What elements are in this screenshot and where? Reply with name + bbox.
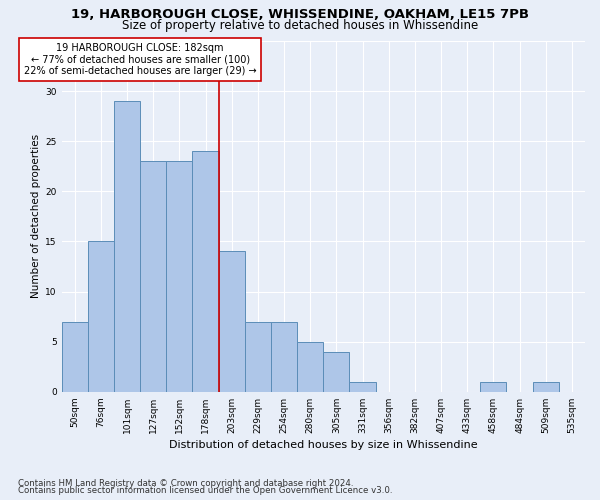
Text: Size of property relative to detached houses in Whissendine: Size of property relative to detached ho… (122, 19, 478, 32)
Bar (481, 382, 506, 392)
Bar (114, 101, 140, 392)
Bar (349, 382, 376, 392)
Bar (245, 322, 271, 392)
Text: 19 HARBOROUGH CLOSE: 182sqm
← 77% of detached houses are smaller (100)
22% of se: 19 HARBOROUGH CLOSE: 182sqm ← 77% of det… (24, 43, 256, 76)
Y-axis label: Number of detached properties: Number of detached properties (31, 134, 41, 298)
Text: Contains HM Land Registry data © Crown copyright and database right 2024.: Contains HM Land Registry data © Crown c… (18, 478, 353, 488)
Text: Contains public sector information licensed under the Open Government Licence v3: Contains public sector information licen… (18, 486, 392, 495)
Bar (297, 342, 323, 392)
Bar (88, 242, 114, 392)
Bar (533, 382, 559, 392)
Bar (218, 252, 245, 392)
Bar (193, 152, 218, 392)
Bar (166, 162, 193, 392)
Bar (62, 322, 88, 392)
Bar (323, 352, 349, 392)
Bar (271, 322, 297, 392)
Bar (140, 162, 166, 392)
Text: 19, HARBOROUGH CLOSE, WHISSENDINE, OAKHAM, LE15 7PB: 19, HARBOROUGH CLOSE, WHISSENDINE, OAKHA… (71, 8, 529, 20)
X-axis label: Distribution of detached houses by size in Whissendine: Distribution of detached houses by size … (169, 440, 478, 450)
